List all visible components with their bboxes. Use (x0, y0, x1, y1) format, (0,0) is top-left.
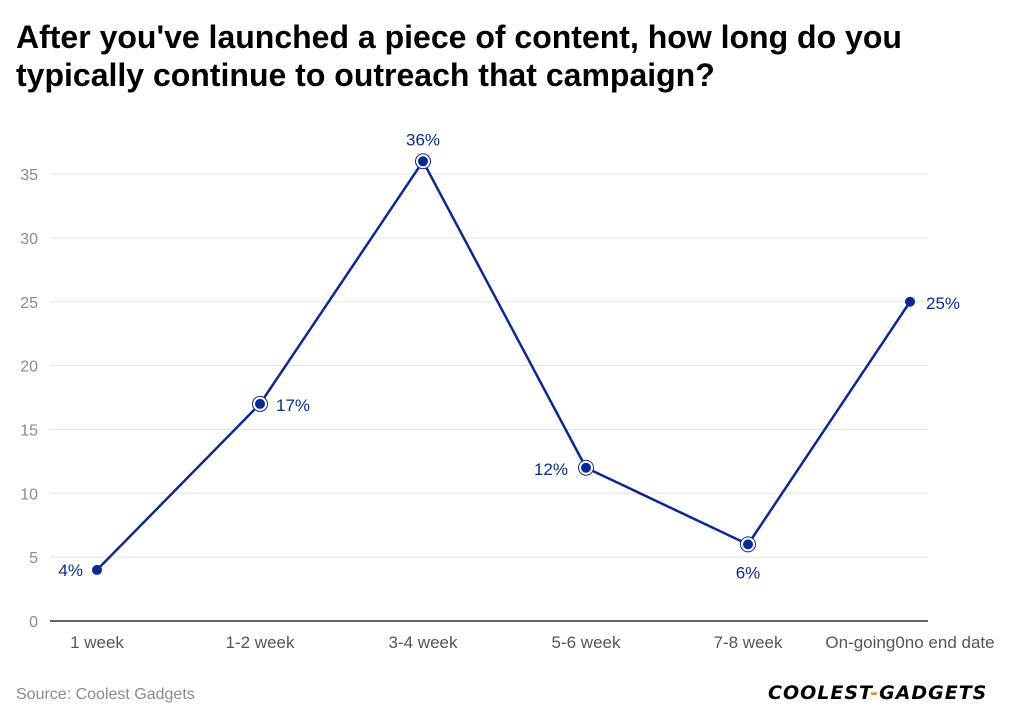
y-axis-ticks: 0 5 10 15 20 25 30 35 (20, 167, 38, 631)
y-tick-label: 25 (20, 295, 38, 312)
x-tick-label: 3-4 week (389, 633, 458, 652)
y-tick-label: 30 (20, 231, 38, 248)
x-tick-label: 7-8 week (714, 633, 783, 652)
y-tick-label: 20 (20, 359, 38, 376)
data-label: 6% (736, 563, 761, 582)
logo-word-right: GADGETS (879, 682, 988, 704)
y-tick-label: 15 (20, 422, 38, 439)
brand-logo: COOLEST-GADGETS (768, 682, 987, 704)
logo-word-left: COOLEST (768, 682, 871, 704)
data-label: 12% (534, 460, 568, 479)
data-point[interactable] (92, 564, 102, 575)
data-label: 25% (926, 294, 960, 313)
data-point[interactable] (905, 296, 915, 307)
series-layer (96, 160, 912, 571)
x-tick-label: 1 week (70, 633, 124, 652)
data-label: 36% (406, 130, 440, 149)
data-label: 17% (276, 396, 310, 415)
point-layer (92, 153, 915, 575)
data-point[interactable] (743, 539, 753, 550)
data-label: 4% (58, 561, 83, 580)
series-line (96, 160, 912, 571)
logo-separator: - (870, 682, 880, 704)
gridlines (50, 173, 928, 558)
data-point[interactable] (418, 156, 428, 167)
x-tick-label: 1-2 week (226, 633, 295, 652)
data-point[interactable] (255, 398, 265, 409)
x-axis-ticks: 1 week 1-2 week 3-4 week 5-6 week 7-8 week On… (70, 633, 995, 652)
chart-title: After you've launched a piece of content… (16, 19, 902, 93)
x-tick-label: 5-6 week (552, 633, 621, 652)
data-point[interactable] (581, 462, 591, 473)
x-tick-label: On-going0no end date (825, 633, 994, 652)
source-note: Source: Coolest Gadgets (16, 686, 195, 703)
data-labels: 4% 17% 36% 12% 6% 25% (58, 130, 960, 582)
y-tick-label: 10 (20, 486, 38, 503)
y-tick-label: 35 (20, 167, 38, 184)
y-tick-label: 5 (29, 550, 38, 567)
y-tick-label: 0 (29, 614, 38, 631)
